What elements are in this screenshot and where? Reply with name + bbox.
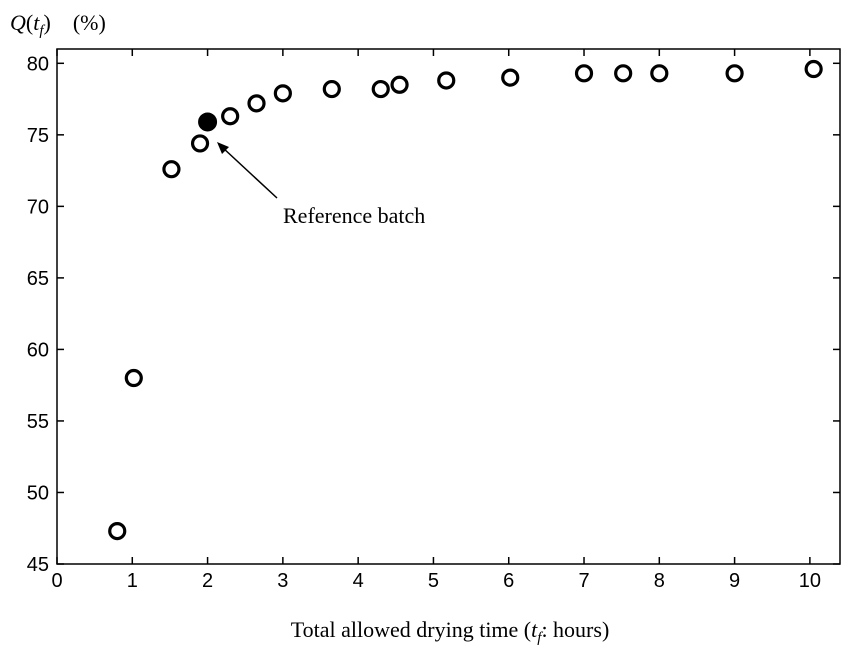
x-tick-label: 2 — [202, 570, 213, 592]
x-axis-title: Total allowed drying time (tf: hours) — [291, 617, 610, 646]
x-title-pre: Total allowed drying time ( — [291, 617, 531, 642]
y-tick-label: 60 — [27, 339, 49, 361]
data-point — [247, 94, 266, 113]
reference-annotation: Reference batch — [217, 142, 425, 228]
y-tick-label: 45 — [27, 554, 49, 576]
data-point — [437, 71, 456, 90]
data-point — [124, 368, 143, 388]
y-title-f: f — [39, 23, 45, 39]
data-point — [190, 134, 210, 153]
x-tick-label: 10 — [799, 570, 821, 592]
data-point — [804, 59, 823, 79]
x-title-var: t — [531, 617, 538, 642]
x-tick-label: 3 — [277, 570, 288, 592]
data-point — [371, 79, 390, 99]
y-axis-title: Q(tf) (%) — [10, 10, 106, 39]
data-point — [273, 84, 292, 103]
data-point — [162, 160, 181, 179]
x-tick-label: 6 — [503, 570, 514, 592]
annotation-label: Reference batch — [283, 203, 425, 228]
reference-point — [198, 112, 218, 132]
x-title-post: : hours) — [541, 617, 609, 642]
data-point — [390, 75, 409, 94]
data-point — [574, 64, 594, 83]
data-points — [108, 59, 823, 541]
y-tick-label: 55 — [27, 411, 49, 433]
y-title-close: ) — [44, 10, 51, 35]
x-tick-label: 1 — [127, 570, 138, 592]
data-point — [221, 107, 240, 126]
annotation-arrowhead — [217, 142, 229, 154]
y-tick-label: 70 — [27, 196, 49, 218]
x-tick-label: 0 — [51, 570, 62, 592]
data-point — [501, 68, 520, 87]
plot-frame — [56, 48, 841, 565]
y-title-q: Q — [10, 10, 26, 35]
y-tick-label: 65 — [27, 268, 49, 290]
data-point — [322, 79, 341, 99]
data-point — [614, 64, 633, 83]
y-tick-label: 80 — [27, 53, 49, 75]
data-point — [725, 64, 744, 83]
x-tick-label: 5 — [428, 570, 439, 592]
x-tick-label: 8 — [654, 570, 665, 592]
x-title-sub: f — [537, 630, 543, 646]
x-tick-label: 9 — [729, 570, 740, 592]
y-tick-label: 50 — [27, 482, 49, 504]
y-title-unit: (%) — [73, 10, 106, 35]
y-title-open: ( — [26, 10, 33, 35]
y-tick-label: 75 — [27, 125, 49, 147]
data-point — [108, 521, 127, 541]
x-tick-label: 7 — [578, 570, 589, 592]
y-title-t: t — [33, 10, 40, 35]
x-tick-label: 4 — [353, 570, 364, 592]
annotation-arrow-line — [221, 146, 278, 199]
data-point — [650, 64, 669, 83]
